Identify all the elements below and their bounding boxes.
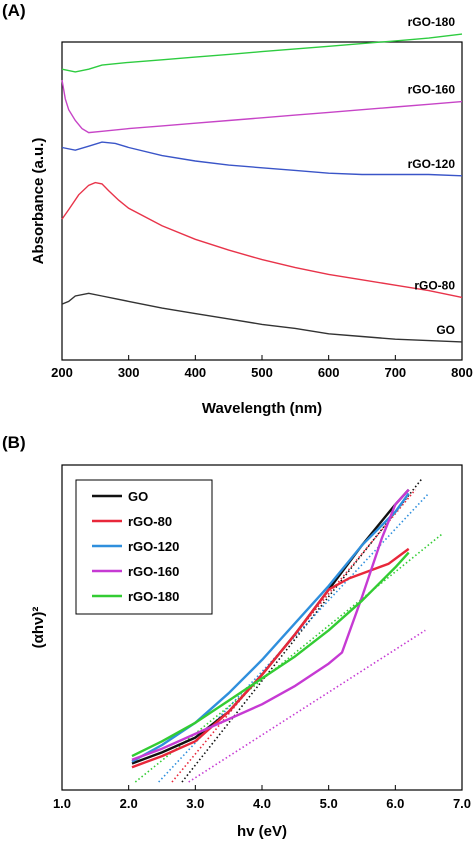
series-label-rgo-180: rGO-180 bbox=[408, 15, 456, 29]
series-label-rgo-80: rGO-80 bbox=[414, 278, 455, 292]
legend-label-rgo-80: rGO-80 bbox=[128, 514, 172, 529]
x-tick-label: 7.0 bbox=[453, 796, 471, 811]
panel-b-tag: (B) bbox=[2, 433, 26, 452]
series-line-rgo-180 bbox=[131, 551, 410, 758]
tangent-line-rgo-180 bbox=[134, 533, 443, 783]
legend: GO rGO-80 rGO-120 rGO-160 rGO-180 bbox=[75, 479, 213, 615]
series-line-rgo-160 bbox=[61, 79, 463, 134]
x-tick-label: 6.0 bbox=[386, 796, 404, 811]
x-tick-label: 3.0 bbox=[186, 796, 204, 811]
legend-label-rgo-120: rGO-120 bbox=[128, 539, 179, 554]
y-axis-title: Absorbance (a.u.) bbox=[30, 138, 47, 265]
series-line-rgo-80 bbox=[131, 547, 410, 769]
series-label-rgo-160: rGO-160 bbox=[408, 83, 456, 97]
tauc-plot-chart: 1.0 2.0 3.0 4.0 5.0 6.0 7.0 hv (eV) (αhν)² GO rGO-… bbox=[30, 464, 471, 840]
series-label-go: GO bbox=[436, 323, 455, 337]
panel-a-tag: (A) bbox=[2, 1, 26, 20]
series-line-rgo-80 bbox=[61, 181, 463, 299]
series-line-rgo-120 bbox=[61, 141, 463, 177]
x-tick-label: 700 bbox=[384, 365, 406, 380]
series-label-rgo-120: rGO-120 bbox=[408, 157, 456, 171]
tangent-line-rgo-80 bbox=[171, 489, 416, 783]
x-tick-label: 200 bbox=[51, 365, 73, 380]
absorbance-chart: 200 300 400 500 600 700 800 Wavelength (nm) Abso… bbox=[30, 15, 473, 417]
tangent-line-go bbox=[181, 478, 423, 783]
plot-frame bbox=[61, 41, 463, 361]
x-tick-label: 5.0 bbox=[320, 796, 338, 811]
legend-label-go: GO bbox=[128, 489, 148, 504]
series-line-go bbox=[61, 292, 463, 343]
series-line-rgo-180 bbox=[61, 33, 463, 73]
x-axis-title: Wavelength (nm) bbox=[202, 400, 322, 417]
x-tick-label: 500 bbox=[251, 365, 273, 380]
series-line-rgo-160 bbox=[131, 488, 410, 761]
x-axis-title: hv (eV) bbox=[237, 823, 287, 840]
series-line-rgo-120 bbox=[131, 492, 410, 763]
y-axis-title: (αhν)² bbox=[30, 607, 47, 649]
x-tick-label: 300 bbox=[118, 365, 140, 380]
legend-label-rgo-160: rGO-160 bbox=[128, 564, 179, 579]
x-tick-label: 1.0 bbox=[53, 796, 71, 811]
x-tick-label: 400 bbox=[184, 365, 206, 380]
legend-label-rgo-180: rGO-180 bbox=[128, 589, 179, 604]
x-tick-label: 800 bbox=[451, 365, 473, 380]
x-tick-label: 4.0 bbox=[253, 796, 271, 811]
tangent-line-rgo-160 bbox=[188, 629, 426, 783]
tangent-line-rgo-120 bbox=[158, 492, 430, 783]
x-tick-label: 600 bbox=[318, 365, 340, 380]
x-tick-label: 2.0 bbox=[120, 796, 138, 811]
